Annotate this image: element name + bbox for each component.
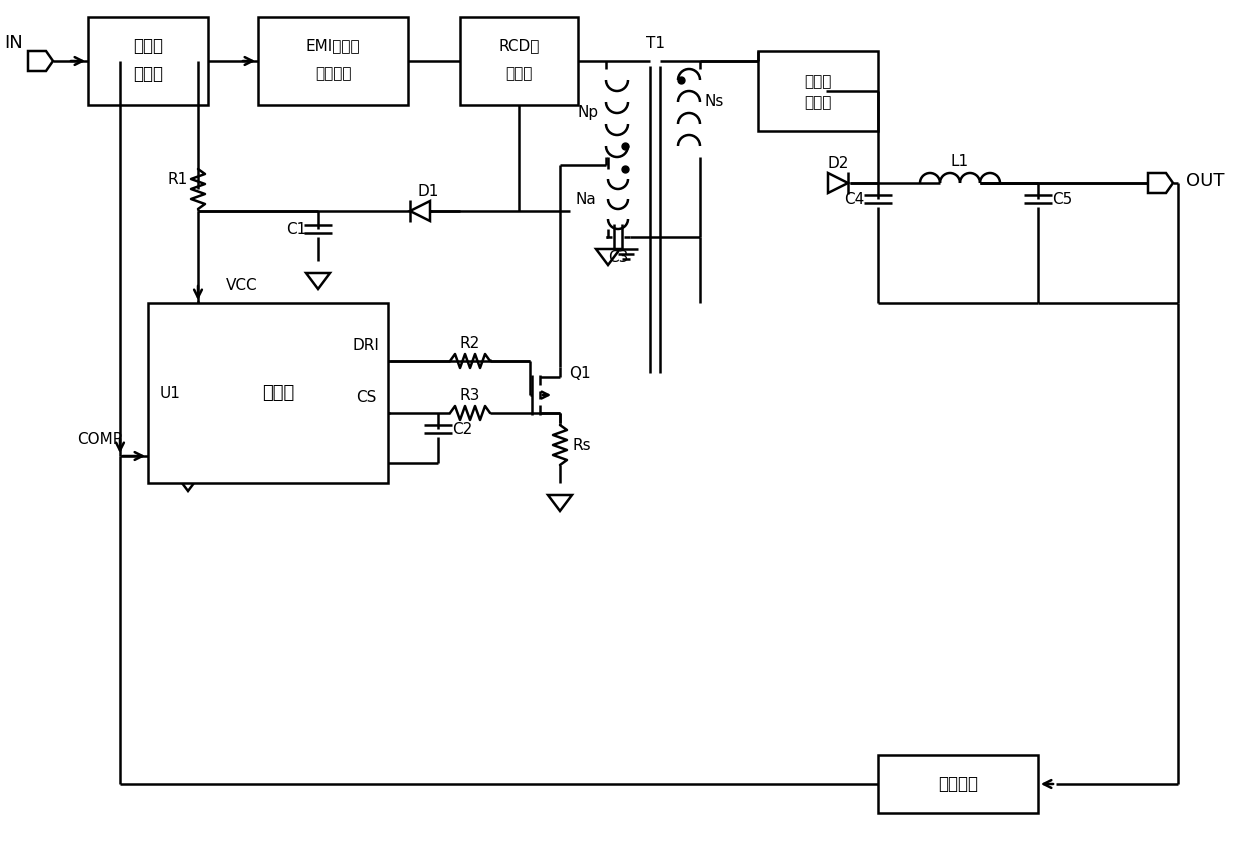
Text: R1: R1	[167, 172, 188, 186]
Bar	[148, 303, 388, 483]
Text: D1: D1	[418, 184, 439, 198]
Text: 桥式整: 桥式整	[133, 37, 162, 55]
Text: RCD缓: RCD缓	[498, 38, 539, 54]
Text: C1: C1	[286, 221, 306, 237]
Text: EMI及工频: EMI及工频	[306, 38, 361, 54]
Bar	[258, 17, 408, 105]
Text: 控制器: 控制器	[262, 384, 294, 402]
Text: D2: D2	[827, 156, 848, 170]
Polygon shape	[410, 201, 430, 221]
Text: Np: Np	[578, 106, 599, 121]
Bar	[88, 17, 208, 105]
Text: L1: L1	[951, 153, 970, 168]
Text: VCC: VCC	[226, 277, 258, 293]
Text: 冲电路: 冲电路	[506, 66, 533, 82]
Text: 流电路: 流电路	[133, 65, 162, 83]
Text: 反馈电路: 反馈电路	[937, 775, 978, 793]
Bar	[460, 17, 578, 105]
Text: 滤波电路: 滤波电路	[315, 66, 351, 82]
Text: DRI: DRI	[352, 338, 379, 352]
Text: R3: R3	[460, 387, 480, 403]
Text: COMP: COMP	[77, 432, 123, 448]
Text: 尖峰吸: 尖峰吸	[805, 74, 832, 89]
Text: U1: U1	[160, 386, 181, 401]
Text: 收电路: 收电路	[805, 95, 832, 111]
Polygon shape	[828, 173, 848, 193]
Text: Ns: Ns	[704, 94, 724, 110]
Text: T1: T1	[646, 36, 665, 50]
Text: CS: CS	[356, 390, 376, 404]
Text: OUT: OUT	[1185, 172, 1225, 190]
Text: C5: C5	[1052, 191, 1073, 207]
Text: C2: C2	[451, 421, 472, 437]
Bar	[758, 51, 878, 131]
Text: C3: C3	[608, 249, 629, 265]
Text: Rs: Rs	[573, 437, 591, 453]
Text: C4: C4	[844, 191, 864, 207]
Text: Q1: Q1	[569, 365, 590, 380]
Text: R2: R2	[460, 335, 480, 351]
Text: IN: IN	[5, 34, 24, 52]
Text: Na: Na	[575, 191, 596, 207]
Bar	[878, 755, 1038, 813]
